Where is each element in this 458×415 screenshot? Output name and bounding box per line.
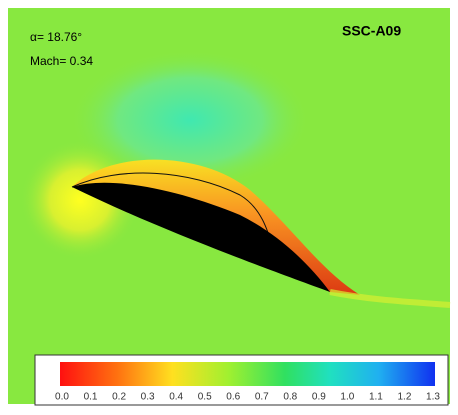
colorbar-tick-label: 0.4	[169, 392, 183, 403]
colorbar-tick-label: 0.0	[55, 392, 69, 403]
colorbar-tick-label: 0.8	[283, 392, 297, 403]
flow-figure: α= 18.76° Mach= 0.34 SSC-A09 0.0 0.1 0.2 0.…	[0, 0, 458, 410]
colorbar-tick-label: 0.5	[198, 392, 212, 403]
colorbar-tick-label: 1.2	[398, 392, 412, 403]
mach-label: Mach= 0.34	[30, 54, 93, 68]
colorbar-tick-label: 0.1	[84, 392, 98, 403]
colorbar-tick-label: 0.2	[112, 392, 126, 403]
colorbar-tick-label: 0.6	[226, 392, 240, 403]
colorbar-tick-label: 1.0	[340, 392, 354, 403]
colorbar-tick-label: 0.3	[141, 392, 155, 403]
colorbar-tick-label: 1.1	[369, 392, 383, 403]
alpha-label: α= 18.76°	[30, 30, 82, 44]
colorbar	[60, 362, 435, 386]
airfoil-name: SSC-A09	[342, 23, 401, 39]
colorbar-tick-label: 0.7	[255, 392, 269, 403]
colorbar-tick-label: 1.3	[426, 392, 440, 403]
colorbar-tick-label: 0.9	[312, 392, 326, 403]
